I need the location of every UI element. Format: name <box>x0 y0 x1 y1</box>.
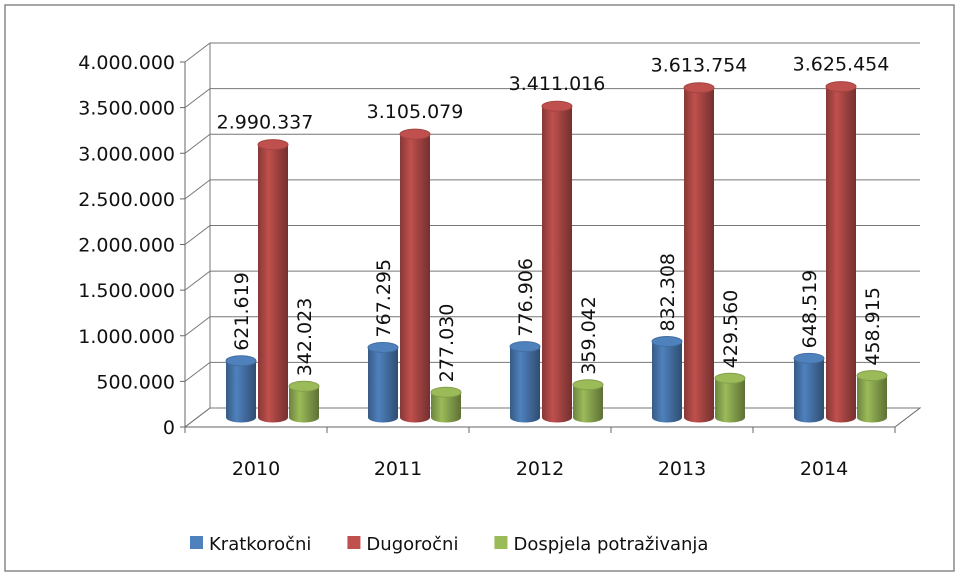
bar <box>857 375 887 423</box>
data-label: 776.906 <box>515 258 537 337</box>
data-label: 277.030 <box>436 304 458 383</box>
data-label: 3.625.454 <box>793 54 890 76</box>
bar <box>652 341 682 423</box>
data-label: 359.042 <box>578 296 600 375</box>
bar-top <box>825 81 857 93</box>
x-tick-label: 2010 <box>232 458 280 480</box>
y-tick-label: 3.500.000 <box>78 98 175 120</box>
bar-top <box>651 336 683 348</box>
bar <box>510 346 540 423</box>
bar-top <box>572 379 604 391</box>
bar <box>368 347 398 423</box>
y-tick-label: 1.000.000 <box>78 326 175 348</box>
bar <box>573 384 603 423</box>
data-label: 342.023 <box>294 298 316 377</box>
legend-swatch <box>347 536 361 549</box>
bar <box>794 358 824 423</box>
bar <box>400 134 430 423</box>
data-label: 429.560 <box>720 290 742 369</box>
bar-top <box>257 139 289 151</box>
bar-top <box>856 370 888 382</box>
bar-top <box>225 355 257 367</box>
legend-swatch <box>494 536 508 549</box>
data-label: 3.411.016 <box>509 73 606 95</box>
data-label: 3.613.754 <box>651 55 748 77</box>
y-tick-label: 500.000 <box>96 371 175 393</box>
chart-frame <box>4 4 955 572</box>
bar-top <box>714 372 746 384</box>
data-label: 458.915 <box>862 287 884 366</box>
bar <box>826 86 856 423</box>
bar-top <box>683 82 715 94</box>
data-label: 648.519 <box>799 270 821 349</box>
y-tick-label: 2.000.000 <box>78 235 175 257</box>
bar <box>542 106 572 423</box>
x-tick-label: 2012 <box>516 458 564 480</box>
legend-label: Dugoročni <box>366 534 458 555</box>
legend-label: Dospjela potraživanja <box>513 534 708 555</box>
bar-top <box>509 341 541 353</box>
bar-top <box>399 128 431 140</box>
x-tick-label: 2013 <box>658 458 706 480</box>
bar-top <box>288 380 320 392</box>
bar <box>258 144 288 423</box>
data-label: 3.105.079 <box>367 101 464 123</box>
data-label: 832.308 <box>657 253 679 332</box>
bar-top <box>430 386 462 398</box>
bar <box>431 392 461 423</box>
bar-top <box>793 352 825 364</box>
data-label: 767.295 <box>373 259 395 338</box>
data-label: 2.990.337 <box>217 112 314 134</box>
y-tick-label: 4.000.000 <box>78 52 175 74</box>
bar-top <box>541 100 573 112</box>
bar <box>684 87 714 423</box>
bar <box>715 378 745 423</box>
x-tick-label: 2014 <box>800 458 848 480</box>
y-tick-label: 1.500.000 <box>78 280 175 302</box>
legend-label: Kratkoročni <box>209 534 311 555</box>
bar <box>226 360 256 423</box>
y-tick-label: 2.500.000 <box>78 189 175 211</box>
y-tick-label: 3.000.000 <box>78 143 175 165</box>
y-tick-label: 0 <box>163 417 175 439</box>
data-label: 621.619 <box>231 272 253 351</box>
x-tick-label: 2011 <box>374 458 422 480</box>
bar-top <box>367 341 399 353</box>
bar <box>289 386 319 423</box>
legend-swatch <box>190 536 203 549</box>
